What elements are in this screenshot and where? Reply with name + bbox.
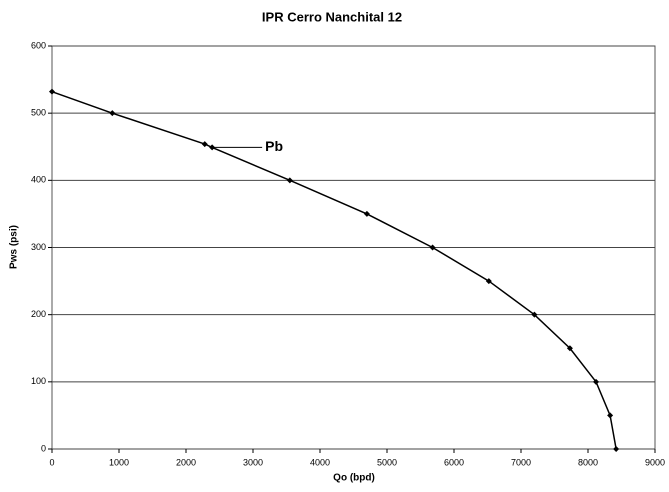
data-point [109, 110, 116, 117]
annotation: Pb [265, 138, 283, 154]
data-point [531, 311, 538, 318]
y-axis-label: Pws (psi) [9, 225, 20, 269]
x-tick-label: 8000 [578, 457, 598, 467]
data-point [485, 278, 492, 285]
data-point [593, 378, 600, 385]
y-tick-label: 200 [31, 309, 46, 319]
data-point [363, 210, 370, 217]
x-axis-label: Qo (bpd) [333, 473, 375, 484]
series-line [51, 90, 617, 450]
data-point [607, 412, 614, 419]
data-point [566, 345, 573, 352]
data-point [613, 446, 620, 452]
data-point [286, 177, 293, 184]
data-point [429, 244, 436, 251]
data-point [201, 141, 208, 148]
x-tick-label: 9000 [645, 457, 665, 467]
y-tick-label: 500 [31, 108, 46, 118]
y-tick-label: 600 [31, 40, 46, 50]
x-tick-label: 6000 [444, 457, 464, 467]
x-tick-label: 0 [49, 457, 54, 467]
chart-title: IPR Cerro Nanchital 12 [262, 9, 402, 24]
y-tick-label: 0 [41, 443, 46, 453]
x-tick-label: 5000 [377, 457, 397, 467]
x-tick-label: 1000 [109, 457, 129, 467]
y-tick-label: 300 [31, 242, 46, 252]
data-point [49, 88, 55, 95]
x-tick-label: 7000 [511, 457, 531, 467]
x-tick-label: 2000 [176, 457, 196, 467]
y-tick-label: 400 [31, 175, 46, 185]
x-tick-label: 3000 [243, 457, 263, 467]
x-tick-label: 4000 [310, 457, 330, 467]
y-tick-label: 100 [31, 376, 46, 386]
